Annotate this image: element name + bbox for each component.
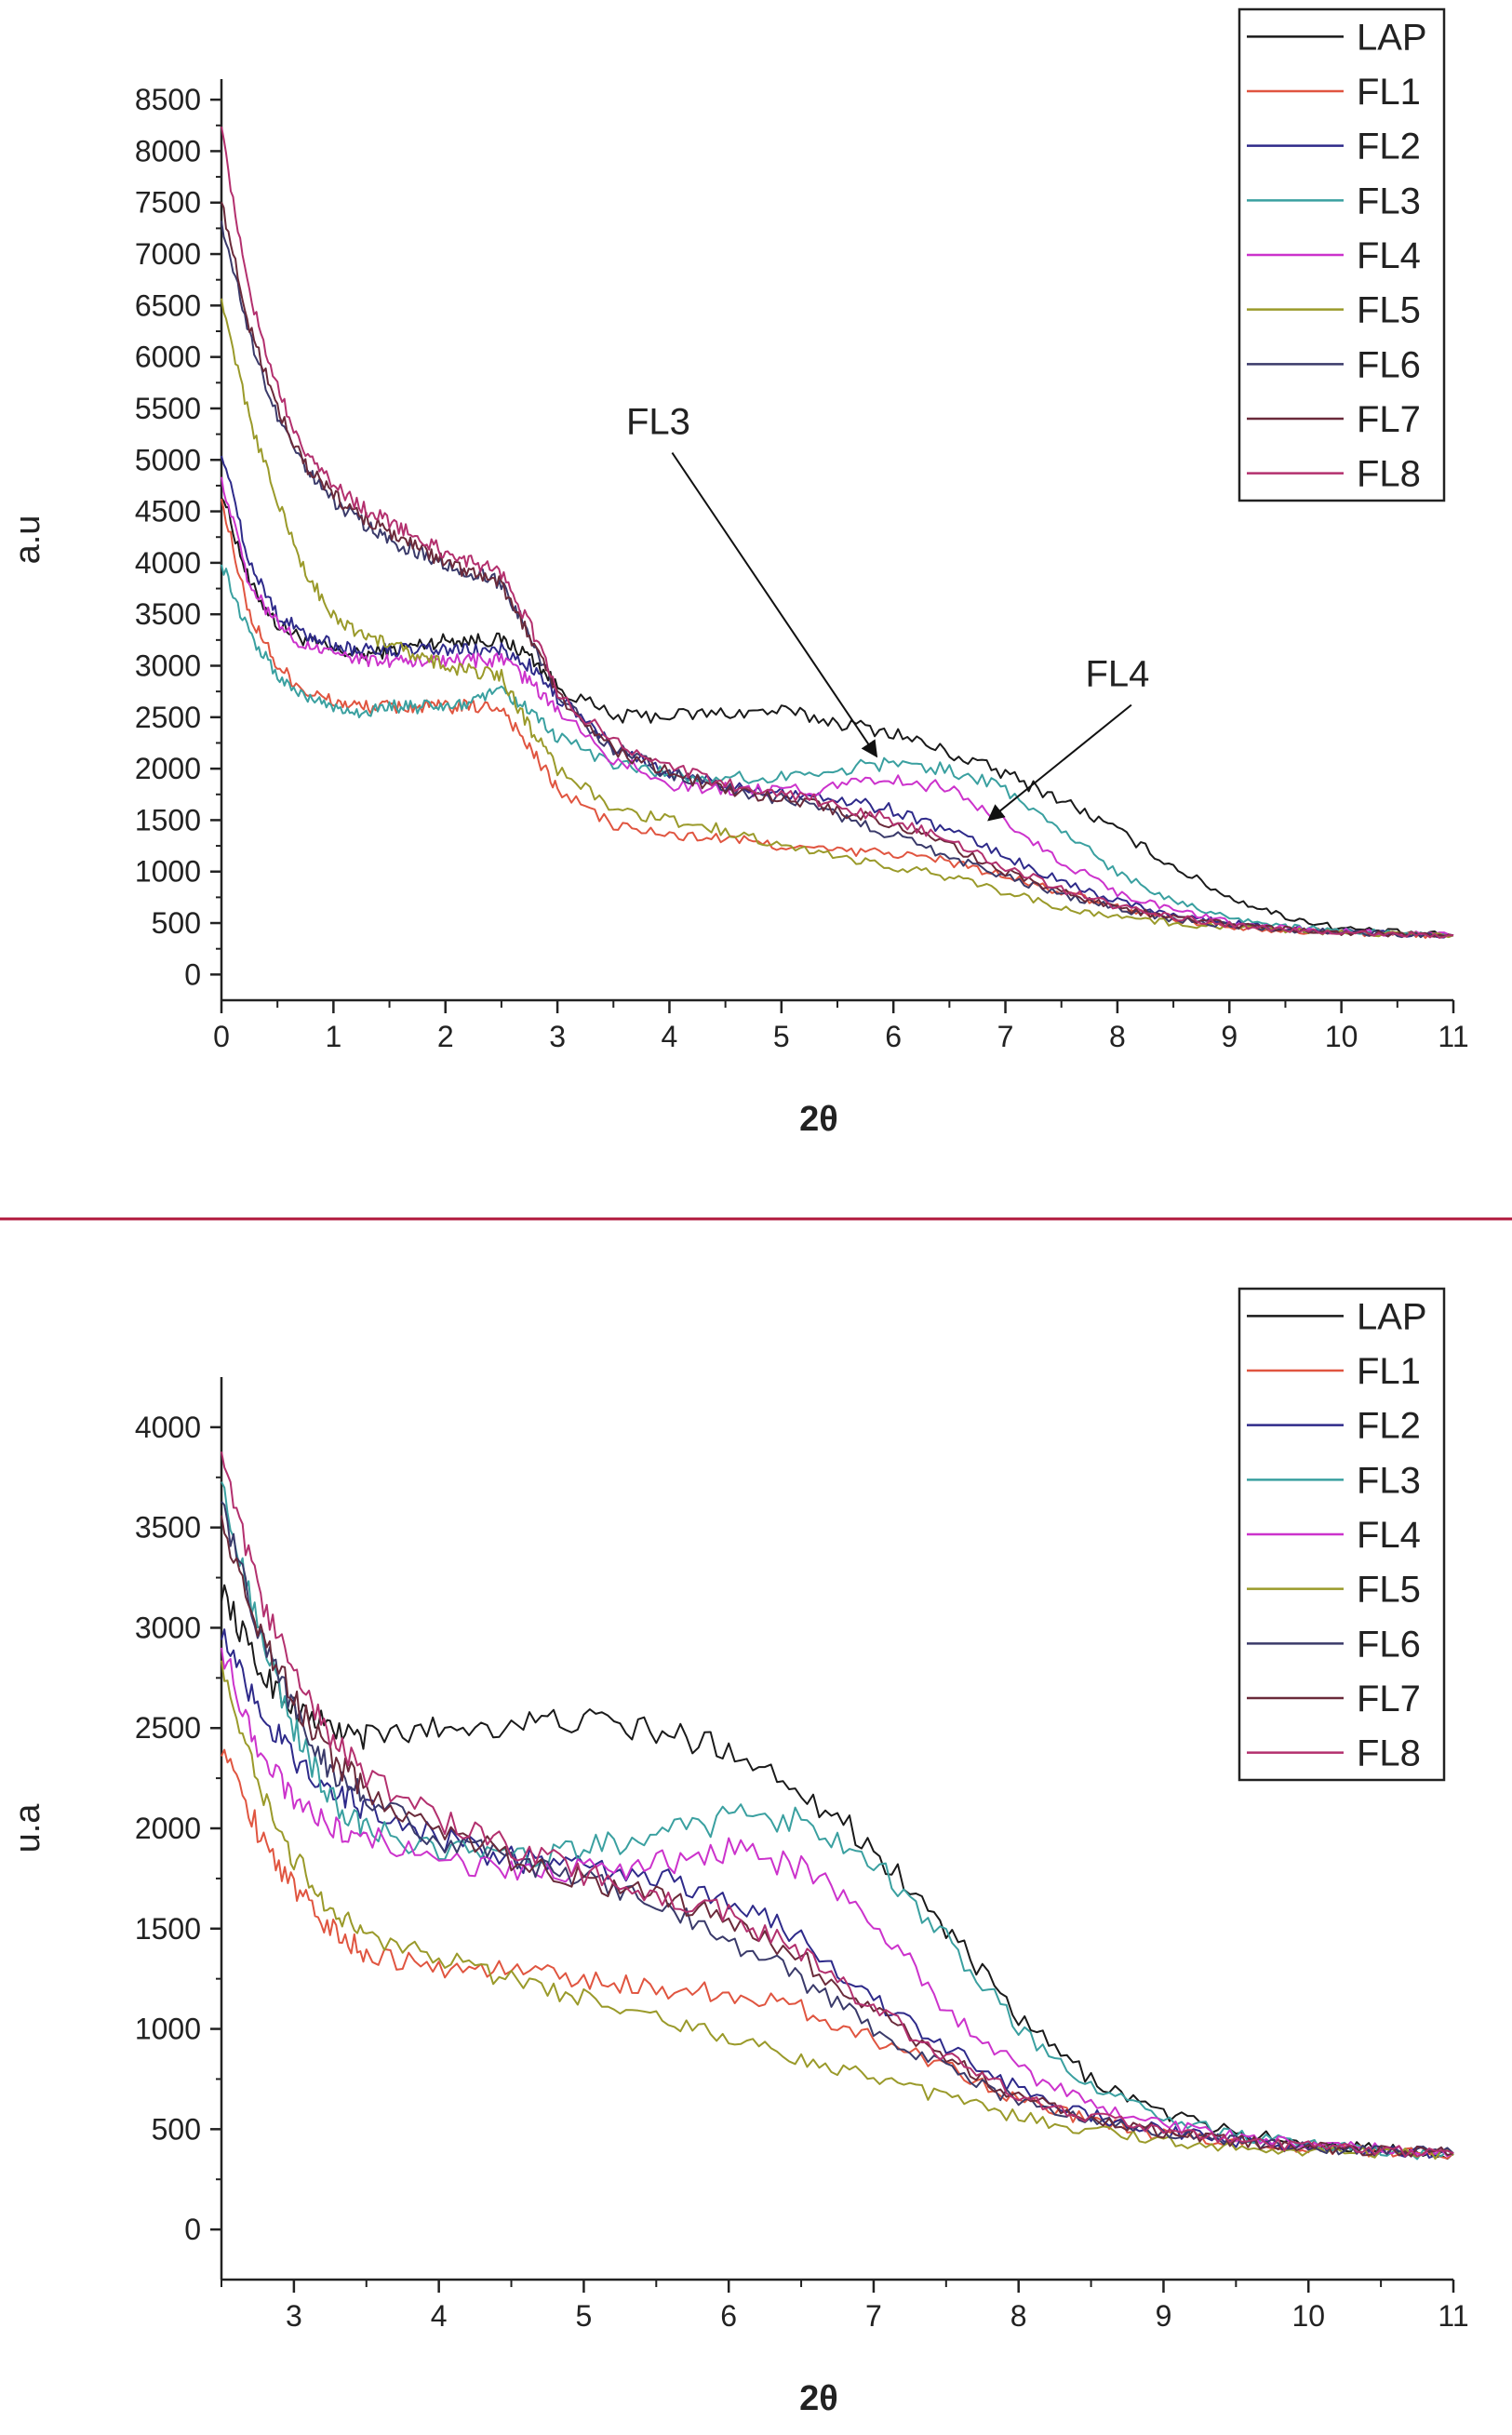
series-line-fl6 xyxy=(221,1501,1454,2157)
series-line-fl1 xyxy=(221,1748,1454,2160)
legend-label-fl3: FL3 xyxy=(1357,181,1421,221)
series-line-fl3 xyxy=(221,564,1454,939)
x-tick-label: 3 xyxy=(286,2299,302,2333)
y-axis-title: u.a xyxy=(8,1803,47,1853)
x-tick-label: 2 xyxy=(437,1020,454,1053)
y-tick-label: 0 xyxy=(184,957,201,991)
series-line-fl5 xyxy=(221,1660,1454,2161)
x-tick-label: 9 xyxy=(1156,2299,1172,2333)
x-tick-label: 0 xyxy=(213,1020,230,1053)
series-line-lap xyxy=(221,1584,1454,2161)
annotation-arrow xyxy=(671,452,878,758)
y-tick-label: 5000 xyxy=(135,443,201,476)
x-tick-label: 10 xyxy=(1291,2299,1325,2333)
x-tick-label: 6 xyxy=(885,1020,902,1053)
legend-label-fl8: FL8 xyxy=(1357,1733,1421,1774)
y-tick-label: 2500 xyxy=(135,701,201,734)
chart-top: 0 500 1000 1500 2000 2500 3000 3500 4000 4500 5000… xyxy=(8,7,1469,1139)
legend-label-fl2: FL2 xyxy=(1357,127,1421,167)
x-tick-label: 3 xyxy=(549,1020,566,1053)
x-tick-label: 8 xyxy=(1109,1020,1126,1053)
y-tick-label: 4500 xyxy=(135,495,201,528)
x-tick-label: 8 xyxy=(1010,2299,1027,2333)
legend-label-fl1: FL1 xyxy=(1357,72,1421,113)
chart-bottom: 0 500 1000 1500 2000 2500 3000 3500 4000 3 4 5 6 7 8 9 1… xyxy=(8,1287,1469,2418)
legend-label-fl5: FL5 xyxy=(1357,290,1421,331)
annotation-arrow xyxy=(987,703,1132,822)
x-tick-label: 10 xyxy=(1325,1020,1358,1053)
y-tick-label: 6000 xyxy=(135,341,201,374)
legend-label-fl4: FL4 xyxy=(1357,235,1421,276)
y-tick-label: 7500 xyxy=(135,186,201,220)
x-tick-label: 9 xyxy=(1221,1020,1238,1053)
series-line-fl5 xyxy=(221,298,1454,939)
legend-label-fl6: FL6 xyxy=(1357,1624,1421,1665)
y-tick-label: 1500 xyxy=(135,803,201,836)
series-line-fl8 xyxy=(221,127,1454,939)
x-tick-label: 11 xyxy=(1438,1020,1468,1053)
y-axis-title: a.u xyxy=(8,515,47,565)
legend-label-fl8: FL8 xyxy=(1357,454,1421,495)
legend-label-fl5: FL5 xyxy=(1357,1570,1421,1611)
y-tick-label: 0 xyxy=(184,2213,201,2246)
x-tick-label: 7 xyxy=(997,1020,1014,1053)
y-tick-label: 2000 xyxy=(135,752,201,785)
y-tick-label: 8000 xyxy=(135,134,201,167)
x-tick-label: 7 xyxy=(865,2299,882,2333)
legend-label-fl1: FL1 xyxy=(1357,1351,1421,1392)
y-tick-label: 1000 xyxy=(135,2013,201,2046)
series-line-fl7 xyxy=(221,201,1454,938)
x-tick-label: 1 xyxy=(325,1020,341,1053)
x-tick-label: 6 xyxy=(720,2299,737,2333)
y-tick-label: 500 xyxy=(152,906,201,940)
series-line-fl1 xyxy=(221,498,1454,939)
series-line-fl8 xyxy=(221,1452,1454,2158)
y-tick-label: 2500 xyxy=(135,1711,201,1745)
series-line-lap xyxy=(221,497,1454,938)
x-tick-label: 4 xyxy=(662,1020,678,1053)
x-axis-title: 2θ xyxy=(799,1100,838,1139)
legend-label-lap: LAP xyxy=(1357,17,1427,58)
y-tick-label: 4000 xyxy=(135,1411,201,1444)
annotation-label: FL3 xyxy=(626,402,690,443)
y-tick-label: 5500 xyxy=(135,392,201,425)
y-tick-label: 4000 xyxy=(135,546,201,580)
legend-label-fl2: FL2 xyxy=(1357,1406,1421,1447)
y-tick-label: 3000 xyxy=(135,649,201,683)
y-tick-label: 1000 xyxy=(135,855,201,889)
y-tick-label: 8500 xyxy=(135,83,201,116)
annotation-label: FL4 xyxy=(1085,654,1149,695)
y-tick-label: 3500 xyxy=(135,1511,201,1545)
legend-label-lap: LAP xyxy=(1357,1296,1427,1337)
series-line-fl7 xyxy=(221,1515,1454,2158)
series-line-fl4 xyxy=(221,476,1454,937)
x-tick-label: 4 xyxy=(431,2299,448,2333)
series-line-fl3 xyxy=(221,1481,1454,2161)
legend-label-fl3: FL3 xyxy=(1357,1460,1421,1501)
legend-label-fl6: FL6 xyxy=(1357,344,1421,385)
x-tick-label: 11 xyxy=(1438,2299,1468,2333)
y-tick-label: 3500 xyxy=(135,597,201,631)
y-tick-label: 1500 xyxy=(135,1912,201,1946)
legend-label-fl4: FL4 xyxy=(1357,1515,1421,1556)
x-tick-label: 5 xyxy=(576,2299,593,2333)
x-axis-title: 2θ xyxy=(799,2379,838,2418)
y-tick-label: 6500 xyxy=(135,288,201,322)
y-tick-label: 2000 xyxy=(135,1812,201,1845)
series-line-fl2 xyxy=(221,455,1454,939)
series-line-fl4 xyxy=(221,1647,1454,2158)
y-tick-label: 7000 xyxy=(135,237,201,271)
x-tick-label: 5 xyxy=(773,1020,790,1053)
y-tick-label: 3000 xyxy=(135,1611,201,1644)
legend-label-fl7: FL7 xyxy=(1357,399,1421,440)
y-tick-label: 500 xyxy=(152,2112,201,2146)
legend-label-fl7: FL7 xyxy=(1357,1679,1421,1719)
